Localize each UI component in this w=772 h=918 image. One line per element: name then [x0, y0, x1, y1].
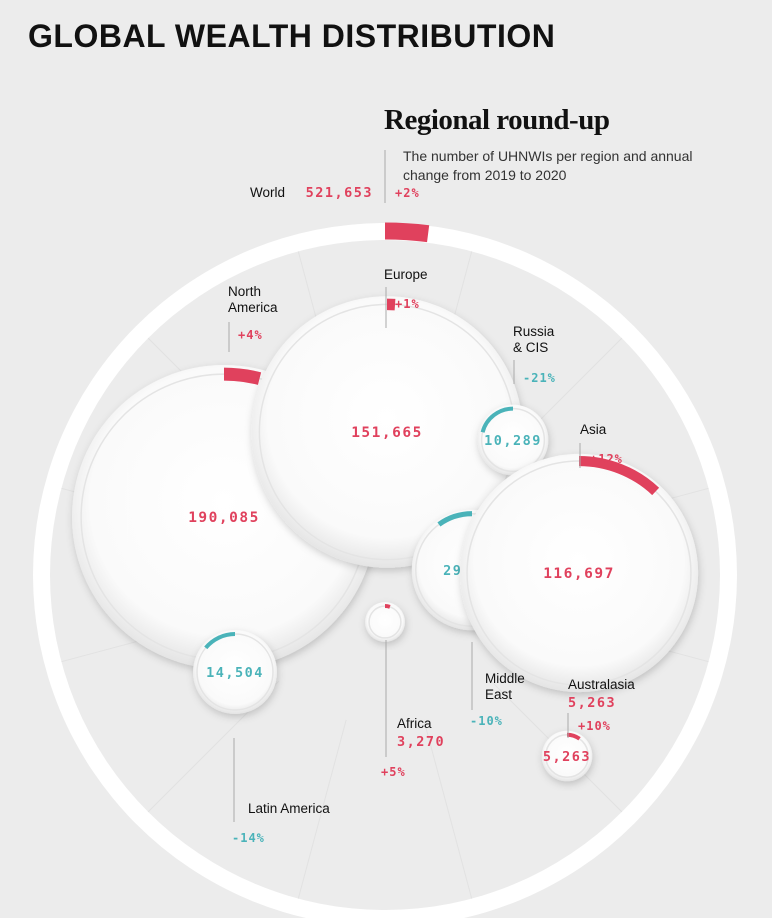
label-north-america-2: America [228, 300, 278, 315]
bubble-australasia: 5,263 [541, 730, 593, 782]
change-russia: -21% [523, 371, 556, 385]
change-arc-asia [578, 455, 660, 496]
bubble-circle [365, 602, 405, 642]
change-australasia: +10% [578, 719, 611, 733]
label-latin-america: Latin America [248, 801, 330, 816]
bubble-russia-cis: 10,289 [477, 404, 549, 476]
value-label-asia: 116,697 [543, 566, 615, 582]
bubble-circle [477, 404, 549, 476]
value-label-russia-cis: 10,289 [484, 433, 542, 449]
world-change-arc [384, 222, 430, 243]
change-latin-america: -14% [232, 831, 265, 845]
bubble-circle [541, 730, 593, 782]
label-middle-east-1: Middle [485, 671, 525, 686]
change-arc-russia-cis [480, 406, 514, 433]
value-africa: 3,270 [397, 734, 445, 750]
label-middle-east-2: East [485, 687, 512, 702]
page-title: GLOBAL WEALTH DISTRIBUTION [28, 18, 556, 54]
label-africa: Africa [397, 716, 432, 731]
change-arc-australasia [566, 732, 581, 741]
label-russia-1: Russia [513, 324, 555, 339]
change-arc-middle-east [437, 511, 473, 527]
label-russia-2: & CIS [513, 340, 548, 355]
value-label-north-america: 190,085 [188, 510, 260, 526]
value-label-australasia: 5,263 [543, 749, 591, 765]
change-arc-north-america [223, 367, 262, 385]
change-arc-africa [384, 604, 391, 609]
change-north-america: +4% [238, 328, 263, 342]
label-australasia: Australasia [568, 677, 635, 692]
bubble-circle [459, 453, 699, 693]
label-asia: Asia [580, 422, 607, 437]
bubble-asia: 116,697 [459, 453, 699, 693]
bubble-latin-america: 14,504 [193, 630, 277, 714]
bubble-circle [193, 630, 277, 714]
world-value: 521,653 [306, 185, 373, 201]
world-change: +2% [395, 186, 420, 200]
bubble-circle [251, 296, 523, 568]
value-label-europe: 151,665 [351, 425, 423, 441]
world-spoke [423, 719, 473, 899]
world-spoke [297, 719, 347, 899]
chart-subtitle: Regional round-up [384, 104, 610, 136]
change-asia: +12% [590, 452, 623, 466]
world-label: World [250, 185, 285, 200]
bubble-africa [365, 602, 405, 642]
label-europe: Europe [384, 267, 428, 282]
change-arc-latin-america [204, 632, 236, 650]
chart-description: The number of UHNWIs per region and annu… [403, 148, 693, 183]
change-europe: +1% [395, 297, 420, 311]
change-africa: +5% [381, 765, 406, 779]
change-middle-east: -10% [470, 714, 503, 728]
label-north-america-1: North [228, 284, 261, 299]
value-australasia: 5,263 [568, 695, 616, 711]
value-label-latin-america: 14,504 [206, 665, 264, 681]
